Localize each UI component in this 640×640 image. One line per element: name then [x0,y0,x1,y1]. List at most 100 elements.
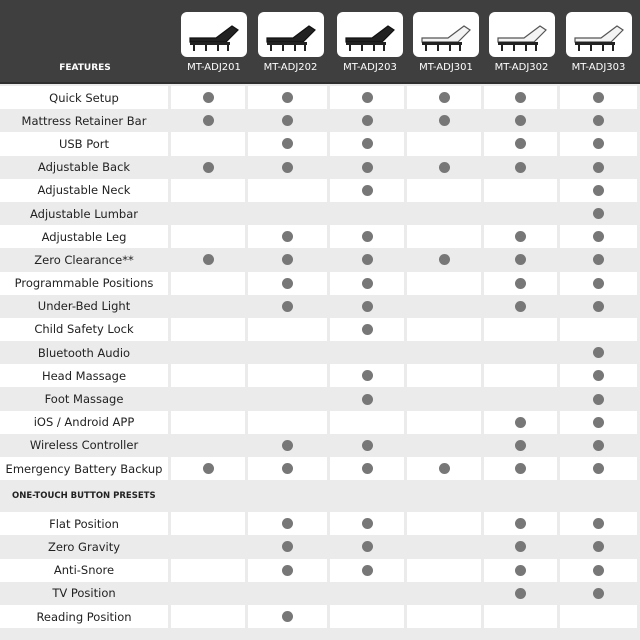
included-dot-icon [282,115,293,127]
included-dot-icon [593,161,604,173]
feature-cell [330,132,404,156]
feature-cell [484,86,557,110]
feature-label: Adjustable Neck [0,178,168,202]
feature-cell [248,202,327,225]
included-dot-icon [515,277,526,289]
feature-cell [330,410,404,434]
table-row: iOS / Android APP [0,410,640,434]
model-name: MT-ADJ302 [494,62,549,73]
included-dot-icon [282,92,293,104]
feature-label: Zero Gravity [47,539,121,554]
included-dot-icon [202,254,214,266]
included-dot-icon [515,541,526,553]
feature-cell [407,132,481,156]
included-dot-icon [282,463,293,475]
feature-cell [171,86,245,110]
included-dot-icon [438,115,450,127]
bed-image [181,12,247,57]
feature-cell [248,156,327,179]
feature-cell [484,295,557,318]
feature-label: Mattress Retainer Bar [21,113,147,128]
included-dot-icon [593,115,604,127]
included-dot-icon [282,138,293,150]
included-dot-icon [361,393,373,405]
feature-cell [484,387,557,410]
feature-cell [560,512,637,536]
included-dot-icon [438,161,450,173]
feature-cell [330,178,404,202]
feature-cell [484,202,557,225]
included-dot-icon [593,277,604,289]
feature-cell [407,582,481,605]
included-dot-icon [202,115,214,127]
feature-cell [248,582,327,605]
table-row: Anti-Snore [0,558,640,582]
included-dot-icon [593,208,604,220]
model-name: MT-ADJ201 [187,62,241,73]
feature-cell [484,582,557,605]
feature-cell [560,178,637,202]
included-dot-icon [282,254,293,266]
feature-cell [560,156,637,179]
feature-cell [330,364,404,388]
table-header: FEATURES MT-ADJ201 MT-ADJ202 MT-ADJ203 M… [0,0,640,84]
feature-cell [407,512,481,536]
feature-label: Flat Position [0,512,168,536]
bed-image [337,12,403,57]
included-dot-icon [361,300,373,312]
included-dot-icon [515,416,526,428]
feature-label: Emergency Battery Backup [0,457,168,481]
feature-cell [407,558,481,582]
feature-cell [484,434,557,457]
presets-table: Flat Position Zero Gravity Anti-Snore TV Po… [0,512,640,629]
included-dot-icon [202,92,214,104]
feature-cell [171,387,245,410]
feature-cell [248,434,327,457]
bed-image [565,12,632,57]
model-name: MT-ADJ301 [419,62,473,73]
table-row: Zero Gravity [0,535,640,559]
feature-cell [171,317,245,342]
model-name: MT-ADJ202 [263,62,318,73]
included-dot-icon [515,138,526,150]
included-dot-icon [515,518,526,530]
feature-cell [484,364,557,388]
features-table: Quick Setup Mattress Retainer Bar USB Port… [0,86,640,481]
feature-cell [248,248,327,271]
included-dot-icon [361,138,373,150]
included-dot-icon [593,138,604,150]
feature-label: Child Safety Lock [0,317,168,342]
feature-cell [248,364,327,388]
table-row: Child Safety Lock [0,317,640,342]
table-row: Foot Massage [0,387,640,411]
included-dot-icon [361,541,373,553]
feature-cell [407,156,481,179]
feature-cell [248,457,327,481]
table-row: Adjustable Leg [0,225,640,249]
feature-cell [484,535,557,558]
included-dot-icon [593,463,604,475]
included-dot-icon [361,463,373,475]
feature-cell [248,178,327,202]
feature-cell [484,604,557,629]
feature-cell [171,535,245,558]
included-dot-icon [593,92,604,104]
table-row: Emergency Battery Backup [0,457,640,481]
included-dot-icon [361,564,373,576]
feature-cell [248,535,327,558]
feature-cell [330,387,404,410]
feature-cell [248,86,327,110]
included-dot-icon [593,541,604,553]
feature-cell [330,295,404,318]
included-dot-icon [282,439,293,451]
feature-cell [484,132,557,156]
table-row: Bluetooth Audio [0,341,640,365]
table-row: TV Position [0,581,640,605]
feature-cell [171,132,245,156]
included-dot-icon [593,439,604,451]
included-dot-icon [361,254,373,266]
feature-cell [330,317,404,342]
feature-cell [560,582,637,605]
included-dot-icon [361,115,373,127]
model-column-header: MT-ADJ203 [333,0,407,82]
